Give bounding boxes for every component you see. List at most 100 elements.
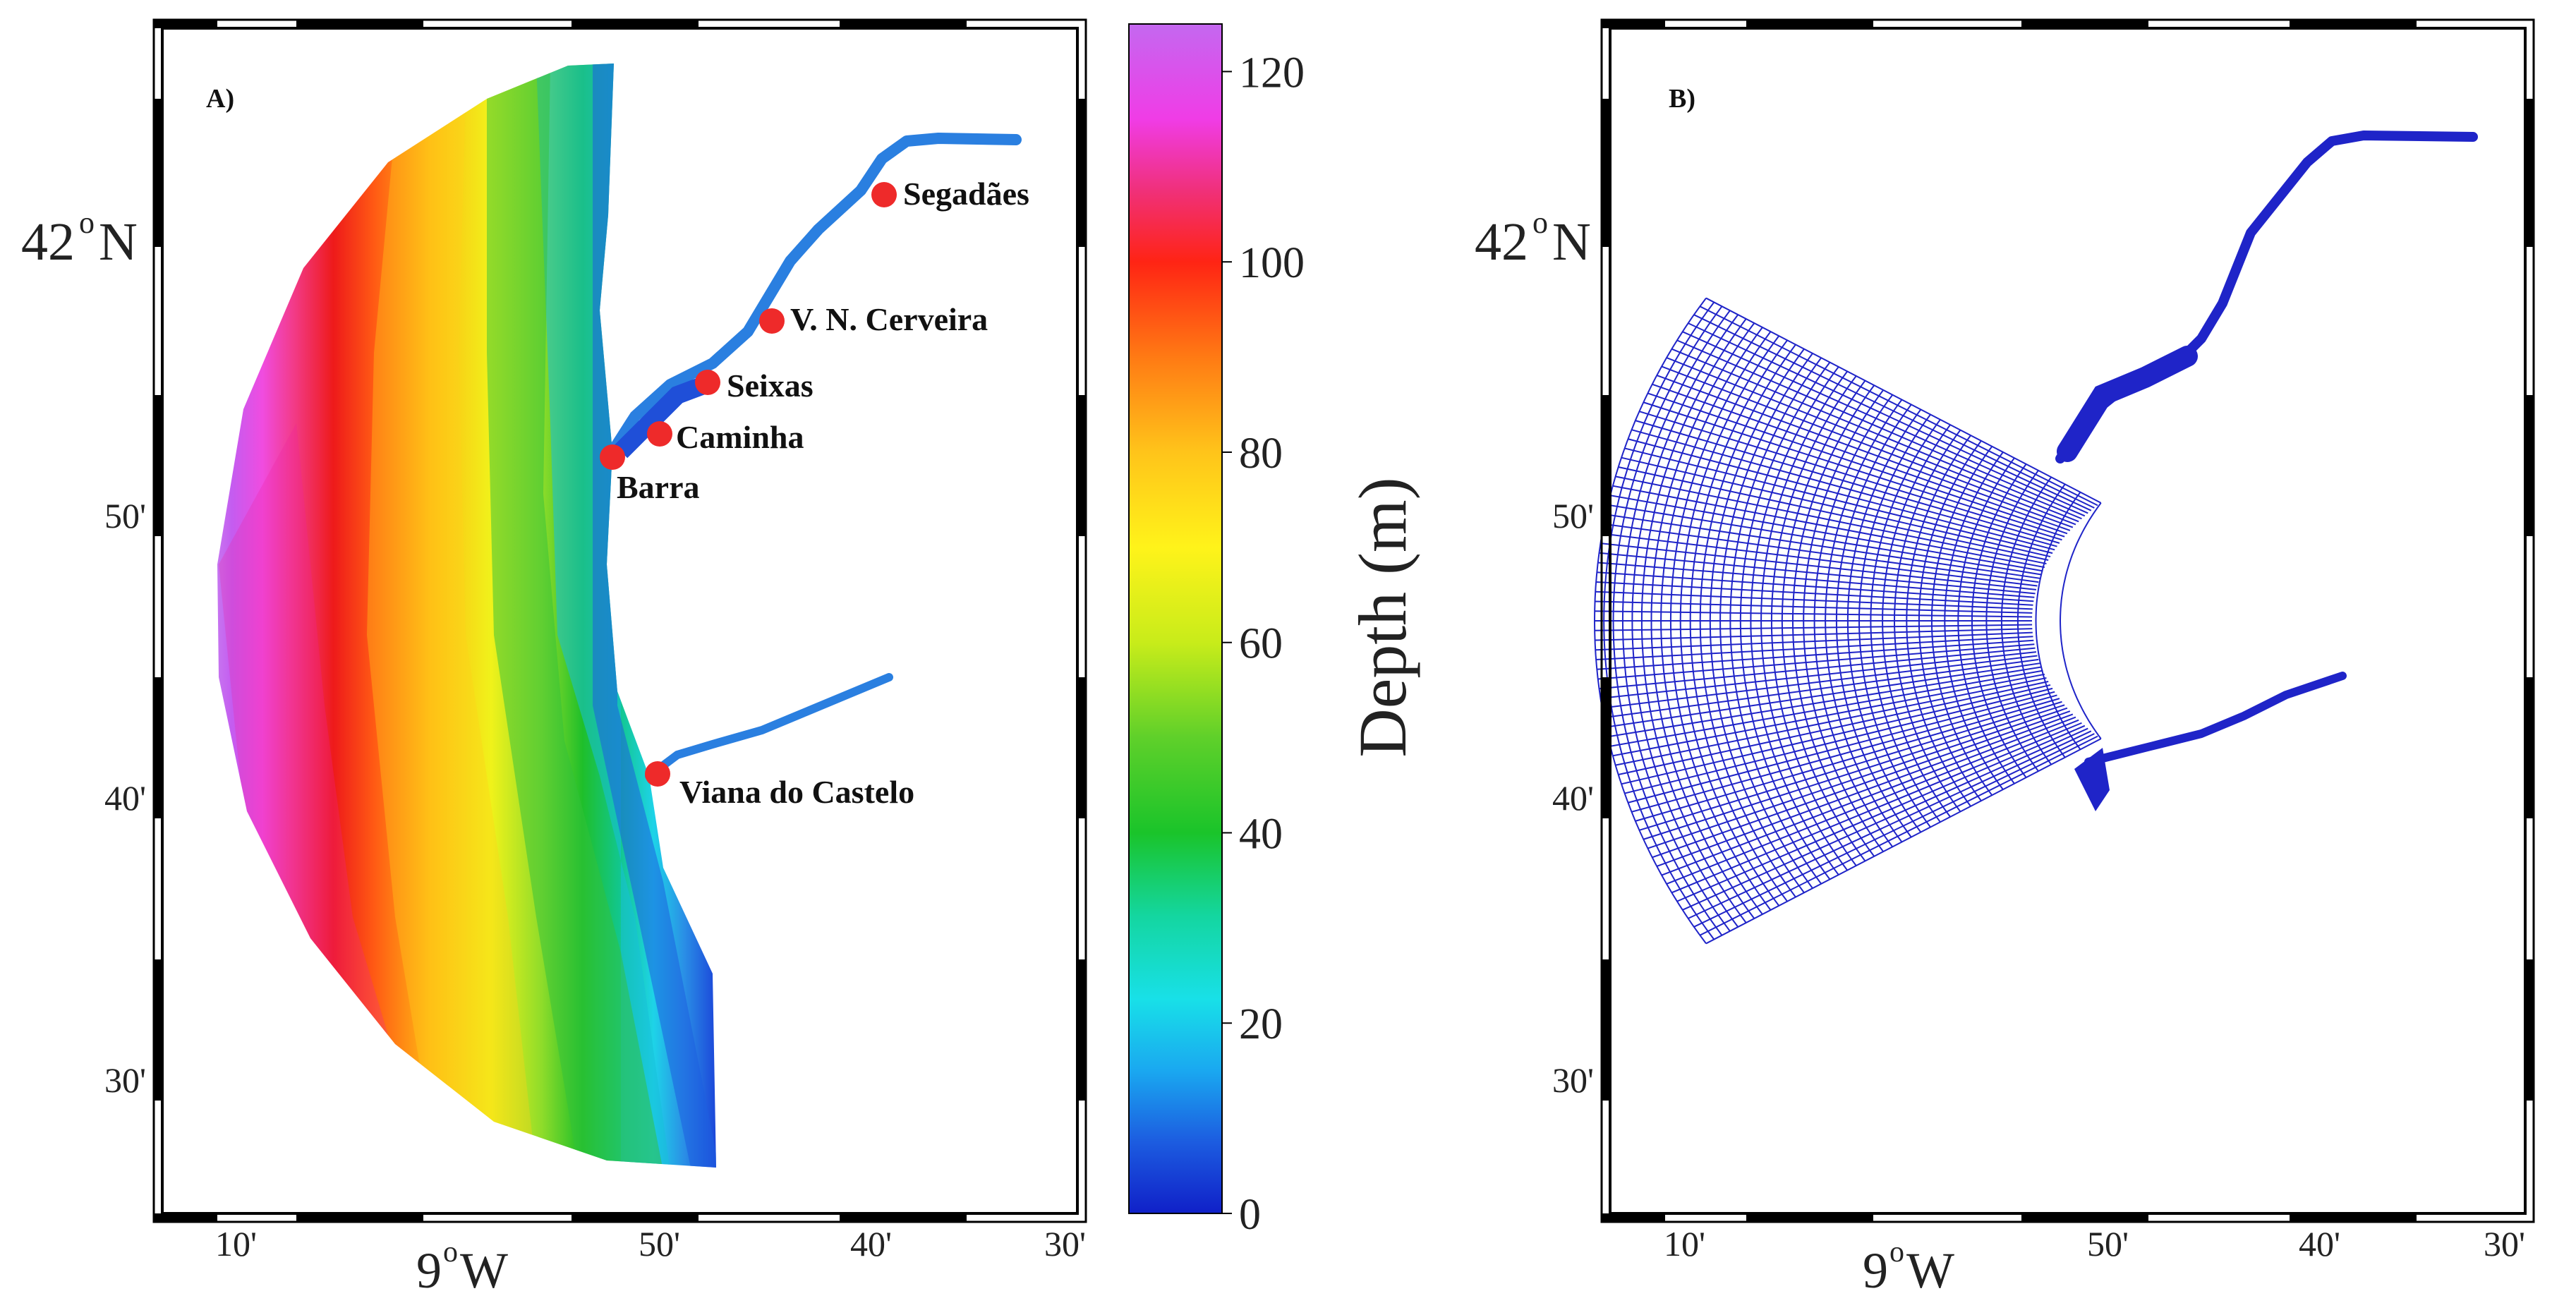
mesh-radial-line	[1615, 475, 2047, 565]
mesh-arc-line	[1709, 349, 1805, 893]
lon-label-50-b: 50'	[2087, 1224, 2129, 1264]
panel-a-label: A)	[206, 84, 234, 114]
colorbar-ramp	[1128, 23, 1223, 1214]
mesh-arc-line	[1729, 357, 1822, 885]
mesh-radial-line	[1635, 698, 2060, 822]
mesh-radial-line	[1610, 669, 2043, 747]
mesh-radial-line	[1624, 687, 2053, 794]
svg-text:o: o	[79, 205, 95, 240]
place-barra: Barra	[600, 444, 700, 505]
mesh-arc-line	[1918, 440, 1982, 801]
lat-label-40: 40'	[104, 778, 146, 818]
lat-label-42n: 42 o N	[21, 205, 138, 272]
mesh-arc-line	[1944, 452, 2004, 790]
mesh-radial-line	[1595, 628, 2033, 641]
mesh-radial-line	[1639, 701, 2062, 831]
mesh-arc-line	[1669, 331, 1772, 911]
mesh-radial-line	[1618, 680, 2049, 775]
mesh-arc-line	[2035, 492, 2081, 750]
mesh-radial-line	[1699, 735, 2098, 936]
svg-text:N: N	[99, 212, 138, 272]
svg-text:o: o	[443, 1236, 458, 1268]
svg-text:W: W	[1906, 1242, 1954, 1299]
svg-text:N: N	[1552, 212, 1591, 272]
colorbar-title: Depth (m)	[1345, 477, 1420, 757]
mesh-arc-line	[2059, 502, 2102, 739]
mesh-arc-line	[1985, 470, 2039, 772]
mesh-radial-line	[1596, 636, 2033, 661]
mesh-arc-line	[1781, 380, 1866, 862]
colorbar-tick-label: 120	[1239, 49, 1305, 97]
svg-text:V. N. Cerveira: V. N. Cerveira	[790, 301, 988, 337]
lon-label-9w: 9 o W	[416, 1236, 508, 1299]
svg-text:Seixas: Seixas	[727, 368, 814, 404]
mesh-radial-line	[1595, 631, 2033, 651]
lon-label-40: 40'	[850, 1224, 892, 1264]
mesh-arc-line	[1593, 298, 1707, 944]
mesh-radial-line	[1705, 738, 2102, 945]
mesh-radial-line	[1595, 600, 2033, 614]
colorbar-tick-label: 0	[1239, 1191, 1261, 1239]
mesh-arc-line	[1882, 424, 1951, 818]
mesh-radial-line	[1596, 581, 2033, 606]
mesh-radial-line	[1705, 297, 2102, 504]
lon-label-10-b: 10'	[1664, 1224, 1705, 1264]
minho-river	[607, 133, 1022, 457]
mesh-radial-line	[1624, 447, 2053, 555]
lon-label-40-b: 40'	[2299, 1224, 2340, 1264]
mesh-arc-line	[1930, 446, 1993, 796]
mesh-arc-line	[1699, 344, 1796, 898]
mesh-arc-line	[1750, 366, 1839, 875]
mesh-arc-line	[1679, 335, 1780, 907]
colorbar-tick-label: 100	[1239, 239, 1305, 287]
mesh-arc-line	[1689, 339, 1788, 902]
mesh-arc-line	[1870, 419, 1941, 823]
mesh-radial-line	[1643, 401, 2065, 538]
mesh-radial-line	[1597, 571, 2034, 602]
panel-b-label: B)	[1669, 84, 1695, 114]
mesh-arc-line	[1739, 362, 1831, 880]
lat-label-50-b: 50'	[1552, 496, 1594, 535]
lat-label-42n-b: 42 o N	[1475, 205, 1591, 272]
colorbar-tick-label: 60	[1239, 620, 1283, 668]
colorbar-tick-label: 40	[1239, 810, 1283, 858]
colorbar-tick-label: 80	[1239, 430, 1283, 478]
lima-river	[645, 673, 893, 780]
place-vn-cerveira: V. N. Cerveira	[759, 301, 988, 337]
mesh-radial-line	[1595, 610, 2033, 618]
mesh-arc-line	[1719, 353, 1813, 889]
mesh-arc-line	[1612, 305, 1723, 936]
svg-text:Barra: Barra	[617, 469, 700, 505]
mesh-arc-line	[1846, 408, 1922, 833]
mesh-radial-line	[1631, 429, 2057, 547]
mesh-arc-line	[1893, 429, 1961, 813]
panel-b: B) 42 o N 50' 40' 30' 10' 9 o W 50' 40' …	[1475, 18, 2535, 1299]
svg-text:9: 9	[1863, 1242, 1888, 1299]
mesh-arc-line	[1858, 413, 1931, 828]
mesh-radial-line	[1671, 722, 2082, 894]
colorbar: 0 20 40 60 80 100 120 Depth (m)	[1128, 23, 1420, 1239]
mesh-arc-line	[1957, 457, 2015, 784]
mesh-radial-line	[1607, 504, 2042, 576]
place-caminha: Caminha	[647, 419, 804, 455]
mesh-arc-line	[1813, 394, 1894, 847]
place-segadaes: Segadães	[871, 176, 1029, 212]
mesh-radial-line	[1671, 348, 2082, 520]
lon-label-10: 10'	[215, 1224, 257, 1264]
mesh-arc-line	[1835, 404, 1912, 838]
mesh-arc-line	[1760, 370, 1849, 871]
computational-mesh	[1593, 297, 2102, 945]
mesh-radial-line	[1676, 339, 2086, 517]
mesh-radial-line	[1612, 485, 2045, 569]
lon-label-30: 30'	[1044, 1224, 1086, 1264]
mesh-radial-line	[1595, 590, 2033, 610]
mesh-arc-line	[1770, 375, 1857, 866]
mesh-radial-line	[1621, 456, 2051, 558]
mesh-arc-line	[1660, 327, 1763, 915]
lat-label-30: 30'	[104, 1060, 146, 1100]
mesh-radial-line	[1612, 673, 2045, 757]
lat-label-50: 50'	[104, 496, 146, 535]
svg-text:o: o	[1532, 205, 1548, 240]
mesh-arc-line	[1825, 399, 1903, 843]
lon-label-9w-b: 9 o W	[1863, 1236, 1954, 1299]
